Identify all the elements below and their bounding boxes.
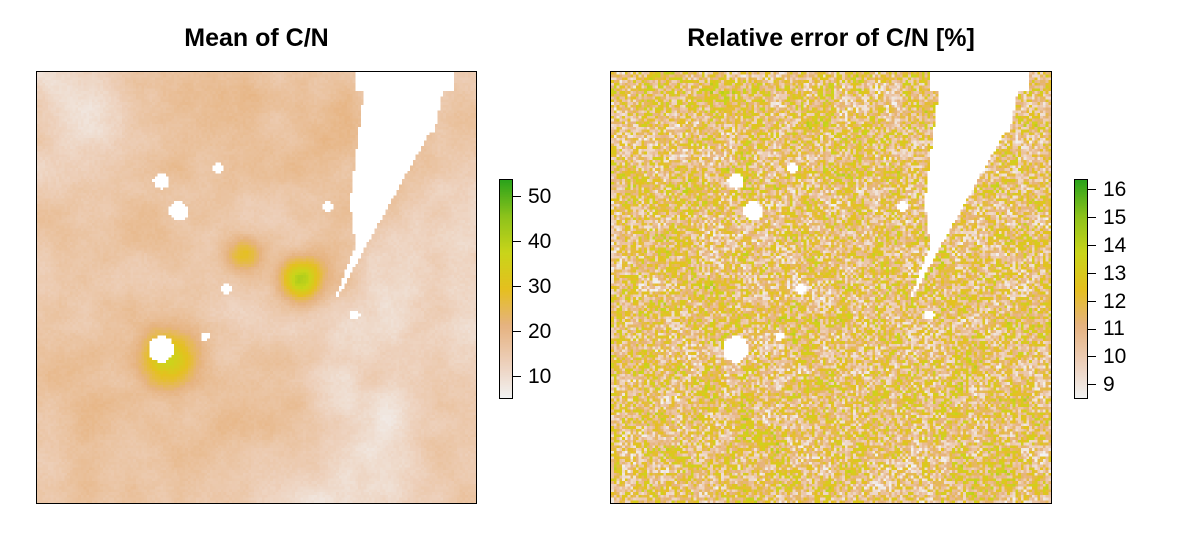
legend-tick-label-relative-error: 13 (1103, 261, 1127, 285)
map-title-mean: Mean of C/N (184, 24, 329, 52)
legend-tick-mean (513, 286, 521, 287)
legend-tick-label-relative-error: 11 (1103, 317, 1125, 341)
map-title-relative-error: Relative error of C/N [%] (687, 24, 975, 52)
legend-tick-label-relative-error: 14 (1103, 233, 1127, 257)
legend-tick-relative-error (1088, 189, 1096, 191)
color-legend-mean (499, 179, 513, 399)
legend-tick-relative-error (1088, 384, 1096, 386)
raster-canvas-relative-error (611, 72, 1051, 503)
color-legend-relative-error (1074, 179, 1088, 399)
legend-tick-label-relative-error: 12 (1103, 289, 1127, 313)
legend-tick-label-mean: 30 (528, 274, 552, 298)
legend-tick-label-relative-error: 10 (1103, 345, 1127, 369)
raster-map-mean (36, 71, 477, 504)
legend-tick-relative-error (1088, 300, 1096, 302)
legend-tick-label-mean: 40 (528, 229, 552, 253)
legend-tick-label-relative-error: 16 (1103, 178, 1127, 202)
legend-tick-relative-error (1088, 217, 1096, 219)
raster-map-relative-error (610, 71, 1052, 504)
legend-tick-relative-error (1088, 272, 1096, 274)
raster-canvas-mean (37, 72, 476, 503)
legend-tick-label-mean: 10 (528, 364, 552, 388)
legend-gradient-relative-error (1075, 180, 1087, 398)
legend-gradient-mean (500, 180, 512, 398)
legend-tick-label-relative-error: 9 (1103, 373, 1115, 397)
legend-tick-label-mean: 20 (528, 319, 552, 343)
legend-tick-label-mean: 50 (528, 184, 552, 208)
legend-tick-relative-error (1088, 356, 1096, 358)
legend-tick-mean (513, 375, 521, 377)
legend-tick-mean (513, 241, 521, 243)
legend-tick-relative-error (1088, 245, 1096, 247)
legend-tick-label-relative-error: 15 (1103, 205, 1127, 229)
legend-tick-relative-error (1088, 328, 1096, 330)
legend-tick-mean (513, 330, 521, 332)
legend-tick-mean (513, 196, 521, 198)
